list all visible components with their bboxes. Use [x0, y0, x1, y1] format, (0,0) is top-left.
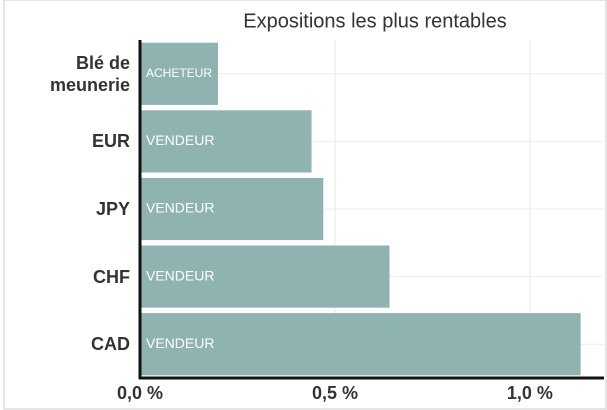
bar — [140, 110, 312, 173]
bar-label: VENDEUR — [146, 267, 214, 283]
bar-label: VENDEUR — [146, 200, 214, 216]
y-tick-label: EUR — [91, 131, 130, 152]
bar-label: VENDEUR — [146, 335, 214, 351]
x-tick-label: 0,0 % — [117, 383, 163, 403]
y-tick-label: JPY — [95, 199, 130, 219]
bar-label: VENDEUR — [146, 132, 214, 148]
bar — [140, 177, 324, 241]
bar — [140, 42, 218, 105]
bar — [140, 245, 390, 308]
y-tick-label: Blé de meunerie — [49, 52, 130, 95]
x-tick-label: 0,5 % — [312, 383, 358, 403]
bar — [140, 313, 581, 376]
bar-label: ACHETEUR — [146, 66, 212, 80]
x-tick-label: 1,0 % — [507, 383, 553, 403]
y-tick-label: CAD — [91, 334, 130, 355]
frame — [3, 0, 607, 410]
y-tick-label: CHF — [93, 266, 130, 287]
chart-title: Expositions les plus rentables — [243, 10, 506, 32]
